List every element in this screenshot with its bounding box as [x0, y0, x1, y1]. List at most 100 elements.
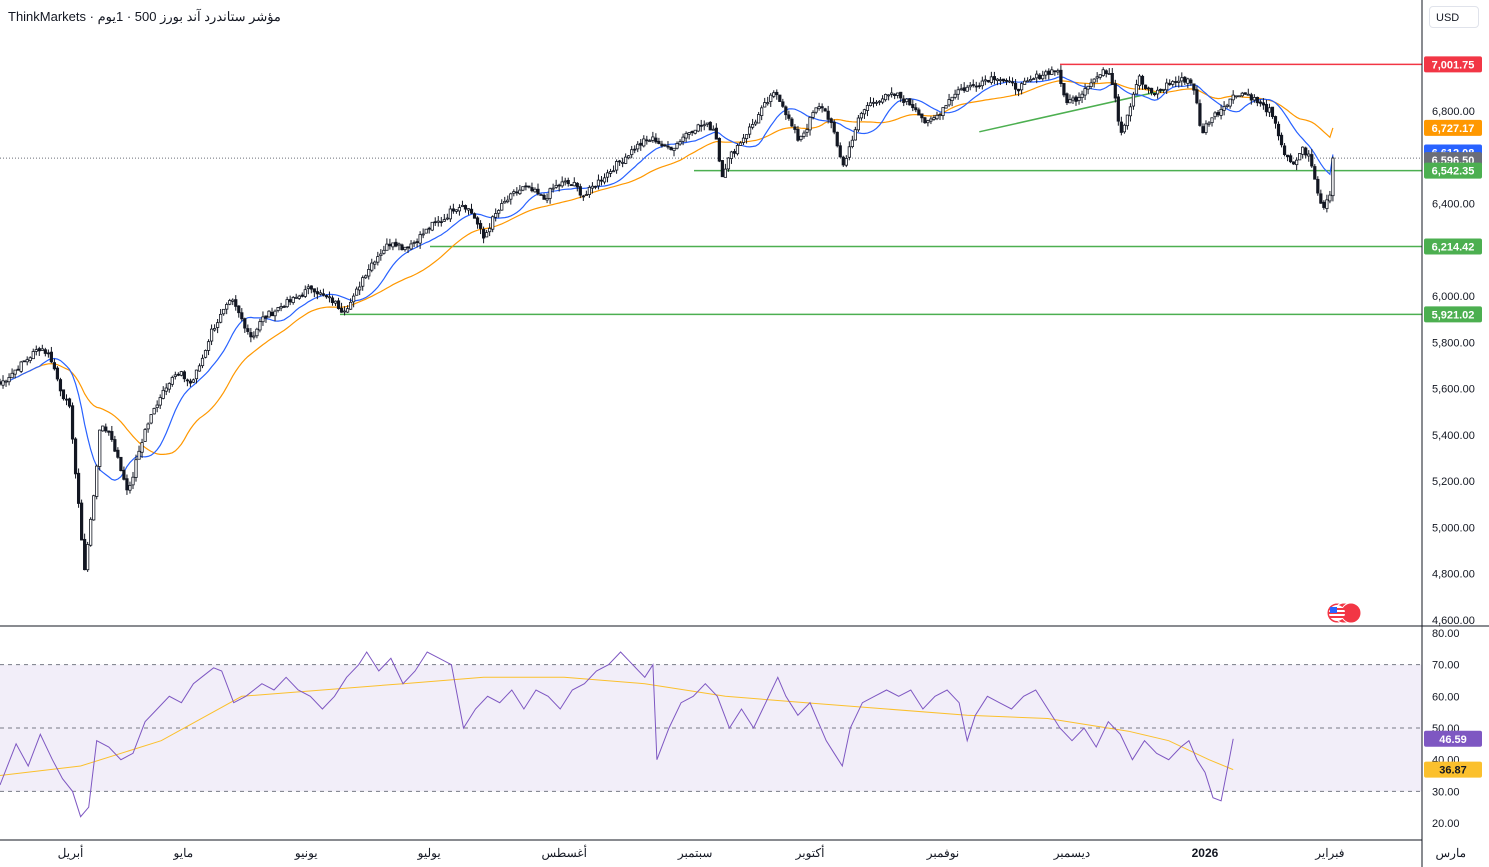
candle-body	[738, 142, 743, 146]
candle-body	[261, 316, 265, 323]
candle-body	[1026, 80, 1030, 83]
badge-layer: 7,001.756,727.176,612.086,596.506,542.35…	[1424, 56, 1482, 778]
candle-body	[787, 114, 791, 119]
candle-body	[1010, 81, 1015, 84]
candle-body	[98, 429, 102, 467]
candle-body	[850, 139, 854, 147]
candle-body	[1, 380, 5, 386]
candle-body	[645, 139, 649, 142]
us-flag-icon[interactable]	[1326, 602, 1366, 624]
candle-body	[1249, 94, 1253, 101]
candle-body	[279, 306, 283, 309]
candle-body	[67, 398, 72, 407]
candle-body	[808, 116, 812, 131]
candle-body	[1086, 85, 1090, 90]
candle-body	[412, 242, 416, 244]
candle-body	[747, 126, 752, 135]
candle-body	[841, 156, 845, 166]
candle-body	[439, 221, 443, 224]
candle-body	[1279, 134, 1284, 146]
rsi-value-badge: 46.59	[1439, 734, 1467, 746]
candle-body	[887, 94, 891, 97]
candle-body	[648, 140, 652, 143]
candle-body	[941, 107, 945, 116]
candle-body	[31, 351, 35, 360]
rsi-signal-badge-bg	[1424, 761, 1482, 778]
candle-body	[890, 92, 894, 95]
candle-body	[101, 425, 105, 432]
rsi-tick-label: 70.00	[1432, 660, 1460, 672]
candle-body	[1013, 82, 1018, 90]
currency-selector[interactable]: USD	[1429, 6, 1479, 28]
candle-body	[947, 99, 951, 106]
candle-body	[802, 132, 806, 137]
candle-body	[1322, 201, 1326, 208]
candle-body	[696, 124, 700, 132]
price-tick-label: 6,800.00	[1432, 106, 1475, 118]
candle-body	[194, 369, 199, 380]
candle-body	[288, 299, 292, 303]
candle-body	[578, 186, 582, 196]
candle-body	[167, 383, 171, 390]
candle-body	[935, 114, 939, 120]
rsi-tick-label: 20.00	[1432, 818, 1460, 830]
candle-body	[823, 108, 827, 112]
candle-body	[560, 181, 564, 187]
candle-body	[1228, 98, 1232, 107]
candle-body	[844, 158, 848, 166]
candle-body	[599, 179, 604, 182]
candle-body	[729, 151, 734, 159]
rsi-tick-label: 80.00	[1432, 628, 1460, 640]
candle-body	[37, 348, 41, 352]
candle-body	[950, 96, 954, 102]
candle-body	[865, 105, 870, 111]
price-tick-label: 5,600.00	[1432, 384, 1475, 396]
candle-body	[932, 117, 936, 120]
candle-body	[324, 295, 329, 298]
candle-body	[494, 213, 498, 218]
candle-body	[1261, 102, 1266, 106]
candle-body	[237, 305, 241, 314]
candle-body	[908, 98, 912, 106]
candle-body	[146, 423, 150, 430]
candle-body	[914, 107, 918, 111]
candle-body	[1137, 75, 1142, 87]
candle-body	[859, 112, 864, 119]
candle-body	[654, 137, 658, 143]
candle-body	[506, 199, 510, 203]
candle-body	[466, 208, 471, 211]
candle-body	[693, 129, 697, 134]
candle-body	[46, 352, 50, 355]
candle-body	[584, 194, 588, 196]
price-badge-bg	[1424, 56, 1482, 73]
candle-body	[1264, 103, 1269, 113]
candle-body	[104, 426, 108, 432]
candle-body	[1177, 80, 1181, 83]
time-tick-label: مايو	[173, 846, 194, 860]
price-tick-label: 4,600.00	[1432, 615, 1475, 627]
candle-body	[1183, 76, 1187, 83]
price-tick-label: 5,200.00	[1432, 476, 1475, 488]
price-tick-label: 6,000.00	[1432, 291, 1475, 303]
candle-body	[548, 188, 552, 199]
candle-body	[276, 307, 280, 311]
candle-body	[1204, 123, 1208, 133]
price-badge-bg	[1424, 306, 1482, 323]
candle-body	[406, 246, 410, 249]
candle-body	[1331, 157, 1335, 197]
rsi-line	[0, 651, 1234, 818]
candle-body	[554, 184, 558, 188]
candle-body	[533, 188, 537, 193]
candle-body	[1071, 97, 1075, 101]
price-badge-bg	[1424, 238, 1482, 255]
candle-body	[1222, 106, 1226, 111]
price-badge: 6,214.42	[1432, 241, 1475, 253]
candle-body	[1101, 69, 1105, 76]
candle-body	[258, 321, 262, 331]
candle-body	[137, 450, 141, 460]
candle-body	[306, 286, 310, 289]
candle-body	[862, 109, 867, 115]
candle-body	[249, 332, 253, 338]
candle-body	[76, 472, 81, 504]
